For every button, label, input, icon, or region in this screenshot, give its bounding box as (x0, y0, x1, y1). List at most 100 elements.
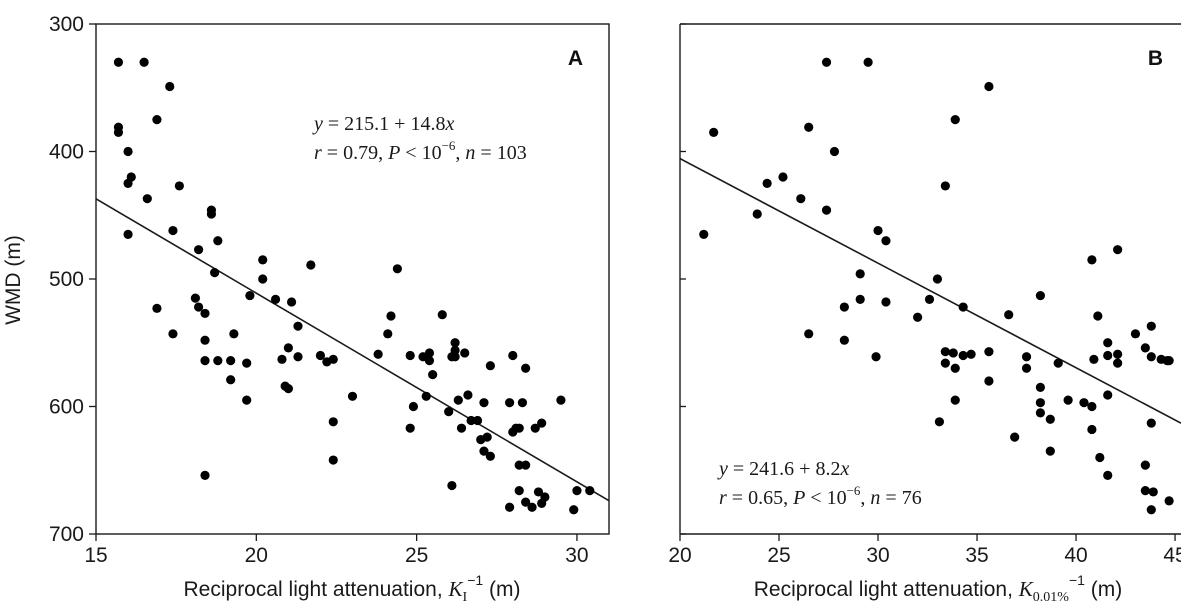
panel-a-data-point (152, 115, 162, 125)
panel-a-x-label-unit: (m) (483, 578, 520, 601)
panel-b-data-point (1021, 363, 1032, 373)
panel-b-data-point (1146, 321, 1156, 331)
panel-b-data-point (1035, 382, 1046, 392)
panel-b: 20 25 30 35 40 45 B y = 241.6 + 8.2x r = 0.65… (668, 23, 1181, 605)
panel-b-label: B (1148, 47, 1163, 70)
panel-b-data-point (752, 209, 762, 219)
panel-b-data-point (1162, 356, 1172, 366)
panel-b-data-point (934, 417, 945, 427)
panel-b-x-tick-label: 20 (668, 544, 691, 567)
panel-a-data-point (174, 181, 184, 191)
panel-a-plot-frame (95, 23, 610, 535)
panel-b-data-point (881, 236, 891, 246)
panel-b-data-point (1146, 418, 1156, 428)
panel-b-data-point (924, 294, 935, 304)
panel-a-data-point (476, 435, 486, 445)
panel-a-data-point (373, 349, 383, 359)
panel-b-data-point (1021, 352, 1032, 362)
panel-a-data-point (277, 354, 287, 364)
panel-b-data-point (1053, 358, 1063, 368)
panel-a-stats: r = 0.79, P < 10−6, n = 103 (314, 138, 527, 164)
panel-b-data-point (1063, 395, 1073, 405)
panel-a-data-point (168, 329, 178, 339)
panel-a-x-tick-label: 20 (245, 544, 268, 567)
panel-a-y-tick-label: 700 (49, 523, 84, 546)
panel-a-data-point (453, 395, 463, 405)
panel-b-data-point (940, 181, 950, 191)
panel-a-data-point (245, 290, 255, 301)
panel-a-x-label-superscript: −1 (467, 572, 483, 588)
panel-a-x-label-prefix: Reciprocal light attenuation, (184, 578, 449, 601)
panel-a-data-point (200, 335, 210, 345)
panel-a-data-point (530, 423, 540, 433)
panel-b-y-ticks (680, 23, 686, 535)
panel-a-eq-body: = 215.1 + 14.8 (323, 113, 446, 135)
panel-b-data-point (1146, 352, 1156, 362)
panel-b-data-point (1140, 343, 1150, 353)
panel-a-data-point (485, 451, 495, 461)
panel-a-x-label-subscript: I (463, 590, 468, 605)
panel-b-data-point (1089, 354, 1099, 364)
panel-b-data-point (1004, 310, 1014, 320)
panel-b-data-point (1140, 486, 1150, 496)
panel-a-data-point (447, 480, 457, 491)
panel-a-data-point (479, 446, 489, 456)
panel-b-data-point (1035, 398, 1046, 408)
panel-a-stat-p-exp: −6 (442, 138, 456, 153)
panel-b-regression-line (680, 157, 1181, 424)
panel-a-data-point (200, 470, 210, 480)
panel-a-data-point (556, 395, 566, 405)
panel-a-data-point (405, 423, 415, 433)
panel-a-data-point (123, 178, 133, 188)
panel-b-data-point (940, 347, 950, 357)
panel-a-data-point (521, 363, 531, 373)
panel-a-data-point (463, 390, 473, 400)
panel-b-x-label-superscript: −1 (1069, 572, 1085, 588)
panel-b-data-point (863, 57, 873, 67)
panel-a-data-point (537, 498, 547, 508)
panel-a-data-point (242, 358, 252, 368)
panel-a-stat-p: P (387, 142, 400, 164)
panel-a-data-point (392, 264, 402, 274)
panel-a-data-point (456, 423, 467, 433)
panel-a-data-point (142, 194, 152, 204)
panel-b-data-point (958, 350, 968, 361)
panel-b-data-point (1164, 496, 1174, 506)
panel-a-stat-n: n (465, 142, 475, 164)
panel-a-y-tick-label: 600 (49, 396, 84, 419)
panel-b-data-point (821, 205, 832, 215)
panel-b-x-tick-label: 45 (1163, 544, 1181, 567)
panel-a-data-point (165, 81, 175, 92)
panel-a-data-point (479, 398, 489, 408)
panel-a-y-ticks: 300 400 500 600 700 (49, 13, 96, 546)
panel-b-data-point (1035, 408, 1046, 418)
panel-b-data-point (1113, 245, 1123, 255)
panel-a-data-point (585, 486, 595, 496)
panel-b-data-point (709, 127, 719, 137)
panel-a-data-point (280, 381, 290, 391)
panel-a: 300 400 500 600 700 15 20 25 30 A y = 215.1 + 1… (2, 13, 610, 605)
panel-a-data-point (328, 417, 338, 427)
panel-a-data-point (386, 311, 396, 321)
panel-a-data-point (293, 321, 303, 331)
panel-a-x-tick-label: 30 (565, 544, 588, 567)
panel-a-stat-sep: , (455, 142, 465, 164)
panel-b-data-point (950, 115, 960, 125)
panel-a-stat-p-value: < 10 (400, 142, 441, 164)
panel-a-data-point (466, 415, 476, 426)
panel-a-data-point (123, 146, 133, 157)
panel-b-data-point (984, 347, 994, 357)
panel-a-data-point (533, 487, 544, 497)
panel-a-equation: y = 215.1 + 14.8x (312, 113, 454, 135)
panel-a-data-point (226, 356, 236, 366)
panel-a-x-label-symbol: K (448, 577, 464, 601)
panel-b-equation: y = 241.6 + 8.2x (717, 458, 849, 480)
panel-a-y-tick-label: 300 (49, 13, 84, 36)
panel-a-data-point (113, 127, 124, 137)
panel-b-data-point (804, 329, 814, 339)
panel-a-data-point (190, 293, 200, 303)
panel-b-eq-x: x (839, 458, 849, 480)
panel-a-data-point (537, 418, 547, 428)
panel-a-data-point (226, 375, 236, 385)
panel-b-data-point (913, 312, 923, 322)
